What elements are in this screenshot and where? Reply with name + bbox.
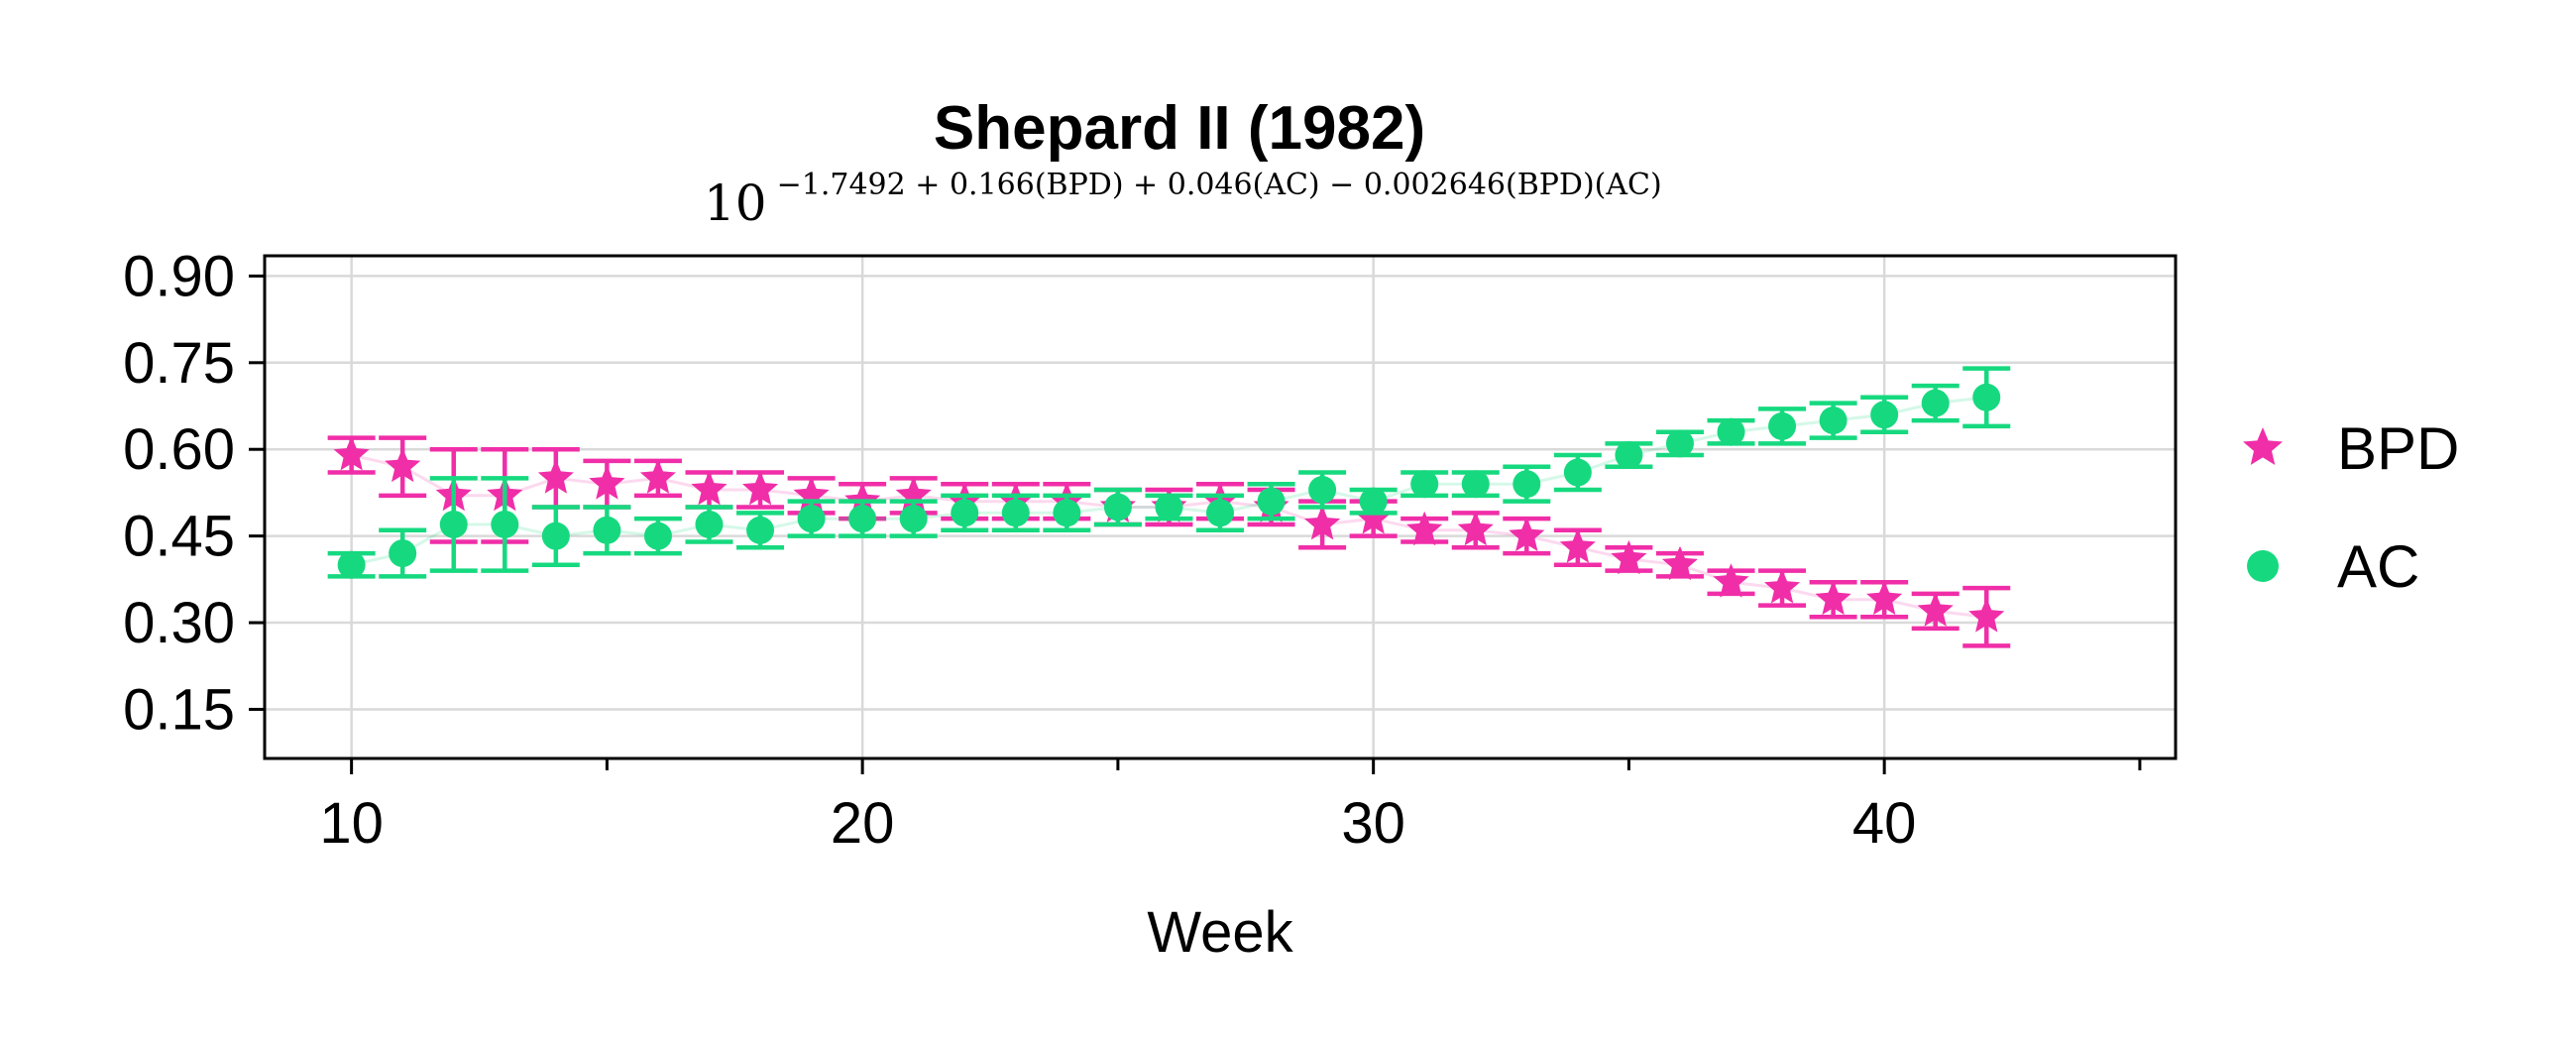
chart-title: Shepard II (1982) bbox=[934, 94, 1425, 163]
bpd-point bbox=[1917, 592, 1954, 627]
ac-point bbox=[1257, 487, 1286, 516]
x-axis-label: Week bbox=[1147, 900, 1293, 965]
bpd-point bbox=[1764, 569, 1801, 604]
legend-item-ac: AC bbox=[2247, 533, 2419, 600]
y-tick-label: 0.30 bbox=[123, 591, 235, 655]
ac-point bbox=[1308, 476, 1337, 505]
ac-point bbox=[797, 505, 826, 533]
subtitle-exponent: −1.7492 + 0.166(BPD) + 0.046(AC) − 0.002… bbox=[777, 168, 1662, 202]
bpd-point bbox=[1815, 580, 1851, 616]
ac-point bbox=[389, 539, 417, 568]
legend-circle-marker bbox=[2247, 550, 2279, 582]
bpd-point bbox=[537, 459, 574, 494]
legend: BPD AC bbox=[2243, 415, 2459, 600]
ac-point bbox=[1359, 487, 1388, 516]
ac-series bbox=[327, 366, 2011, 579]
legend-star-marker bbox=[2243, 427, 2283, 465]
bpd-point bbox=[1559, 528, 1596, 563]
bpd-point bbox=[1968, 598, 2005, 633]
ac-point bbox=[1103, 493, 1132, 522]
ac-point bbox=[1665, 429, 1694, 458]
x-axis-ticks: 10 20 30 40 bbox=[319, 758, 2142, 856]
legend-bpd-marker bbox=[2243, 427, 2283, 465]
bpd-point bbox=[1304, 506, 1341, 540]
bpd-point bbox=[1661, 545, 1698, 581]
bpd-point bbox=[1611, 539, 1647, 575]
ac-point bbox=[1768, 411, 1797, 440]
ac-point bbox=[1001, 499, 1030, 527]
y-tick-label: 0.15 bbox=[123, 677, 235, 742]
bpd-point bbox=[333, 436, 370, 471]
ac-point bbox=[1053, 499, 1081, 527]
y-axis-ticks: 0.15 0.30 0.45 0.60 0.75 0.90 bbox=[123, 244, 265, 742]
ac-point bbox=[593, 516, 621, 544]
bpd-point bbox=[742, 471, 779, 506]
y-tick-label: 0.60 bbox=[123, 417, 235, 482]
bpd-point bbox=[385, 447, 421, 483]
grid-lines bbox=[265, 256, 2176, 758]
chart-subtitle: 10 −1.7492 + 0.166(BPD) + 0.046(AC) − 0.… bbox=[704, 168, 1662, 232]
subtitle-base: 10 bbox=[704, 174, 767, 232]
ac-point bbox=[491, 510, 519, 538]
bpd-point bbox=[639, 459, 676, 494]
plot-area-frame bbox=[263, 254, 2178, 760]
x-tick-label: 40 bbox=[1852, 791, 1917, 856]
ac-point bbox=[1155, 493, 1183, 522]
bpd-point bbox=[1866, 580, 1903, 616]
bpd-point bbox=[1509, 517, 1545, 551]
ac-point bbox=[746, 516, 775, 544]
legend-item-bpd: BPD bbox=[2243, 415, 2459, 482]
x-tick-label: 20 bbox=[831, 791, 895, 856]
ac-point bbox=[1819, 406, 1848, 435]
ac-point bbox=[1410, 470, 1439, 499]
ac-point bbox=[848, 505, 877, 533]
legend-ac-marker bbox=[2247, 550, 2279, 582]
ac-point bbox=[1563, 458, 1592, 487]
y-tick-label: 0.75 bbox=[123, 331, 235, 396]
ac-point bbox=[337, 550, 366, 579]
ac-point bbox=[439, 510, 468, 538]
ac-point bbox=[899, 505, 928, 533]
x-tick-label: 10 bbox=[319, 791, 384, 856]
ac-point bbox=[1972, 383, 2001, 411]
ac-point bbox=[1512, 470, 1541, 499]
ac-point bbox=[1461, 470, 1490, 499]
bpd-point bbox=[691, 471, 728, 506]
ac-point bbox=[1206, 499, 1234, 527]
ac-point bbox=[643, 522, 672, 550]
bpd-point bbox=[589, 465, 625, 500]
bpd-point bbox=[1406, 511, 1443, 546]
ac-point bbox=[1615, 441, 1643, 470]
ac-point bbox=[541, 522, 570, 550]
ac-point bbox=[1870, 401, 1899, 429]
ac-point bbox=[951, 499, 979, 527]
x-tick-label: 30 bbox=[1341, 791, 1405, 856]
ac-point bbox=[1921, 389, 1950, 417]
bpd-series bbox=[327, 435, 2011, 648]
legend-label-ac: AC bbox=[2337, 533, 2419, 600]
y-tick-label: 0.90 bbox=[123, 244, 235, 308]
ac-point bbox=[695, 510, 724, 538]
y-tick-label: 0.45 bbox=[123, 505, 235, 569]
bpd-point bbox=[1457, 511, 1494, 546]
bpd-point bbox=[1355, 500, 1392, 534]
bpd-point bbox=[1713, 563, 1749, 598]
legend-label-bpd: BPD bbox=[2337, 415, 2459, 482]
ac-point bbox=[1717, 417, 1745, 446]
